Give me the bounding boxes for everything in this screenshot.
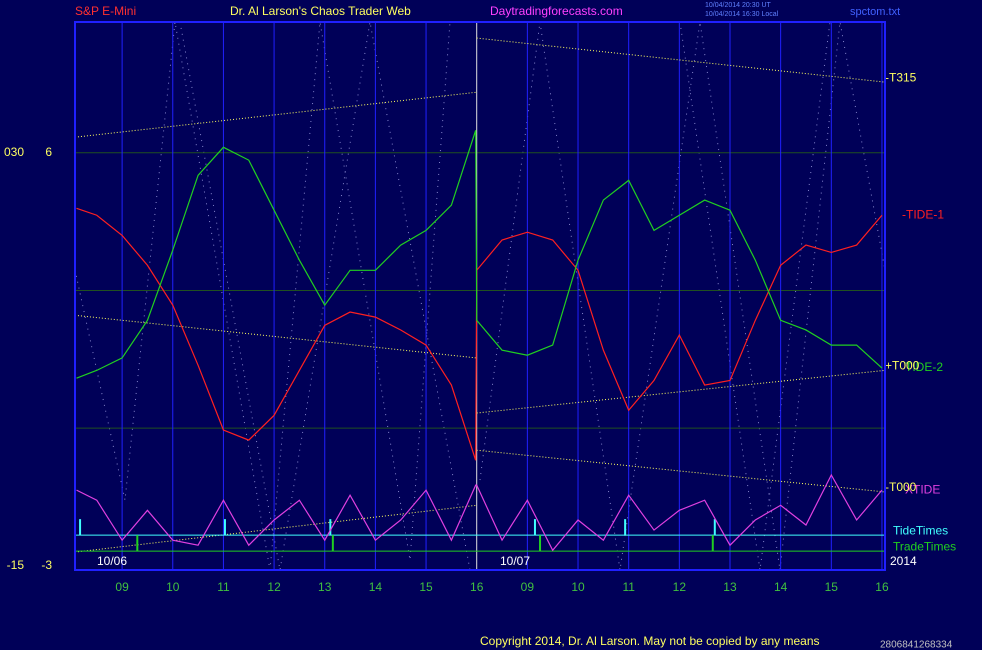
y-tick-label: -3 <box>41 558 52 572</box>
x-tick-label: 13 <box>723 580 737 594</box>
trend-label: -T315 <box>885 70 917 84</box>
trend-line <box>74 314 477 359</box>
x-tick-label: 15 <box>419 580 433 594</box>
series-label: XTIDE <box>905 482 940 496</box>
trend-line <box>476 37 886 83</box>
event-label: TideTimes <box>893 523 948 537</box>
serial: 2806841268334 <box>880 640 953 650</box>
series-line <box>76 130 883 379</box>
x-tick-label: 10 <box>166 580 180 594</box>
cycle-dots <box>74 21 451 571</box>
trend-line <box>74 91 477 138</box>
x-tick-label: 12 <box>673 580 687 594</box>
timestamp: 10/04/2014 16:30 Local <box>705 11 779 18</box>
x-tick-label: 11 <box>622 580 635 594</box>
x-tick-label: 09 <box>521 580 535 594</box>
date-label: 10/07 <box>500 554 530 568</box>
timestamp: 10/04/2014 20:30 UT <box>705 2 771 9</box>
event-label: TradeTimes <box>893 539 956 553</box>
trend-label: -T000 <box>885 480 917 494</box>
trend-line <box>476 369 886 414</box>
trend-label: +T000 <box>885 359 920 373</box>
x-tick-label: 13 <box>318 580 332 594</box>
x-tick-label: 14 <box>369 580 383 594</box>
x-tick-label: 16 <box>875 580 889 594</box>
trend-line <box>476 449 886 493</box>
date-label: 2014 <box>890 554 917 568</box>
plot-frame <box>74 21 886 571</box>
instrument: S&P E-Mini <box>75 4 136 18</box>
copyright: Copyright 2014, Dr. Al Larson. May not b… <box>480 634 820 648</box>
x-tick-label: 12 <box>267 580 281 594</box>
file-name: spctom.txt <box>850 6 900 18</box>
y2-tick-label: 030 <box>4 145 24 159</box>
y-tick-label: 6 <box>45 145 52 159</box>
chart-title: Dr. Al Larson's Chaos Trader Web <box>230 4 411 18</box>
x-tick-label: 10 <box>571 580 585 594</box>
x-tick-label: 11 <box>217 580 230 594</box>
date-label: 10/06 <box>97 554 127 568</box>
trend-line <box>74 504 477 553</box>
series-label: -TIDE-1 <box>902 207 944 221</box>
background-cycles <box>74 21 886 571</box>
website: Daytradingforecasts.com <box>490 4 623 18</box>
x-tick-label: 09 <box>115 580 129 594</box>
x-tick-label: 14 <box>774 580 788 594</box>
series-label: TIDE-2 <box>905 360 943 374</box>
series-line <box>76 473 883 552</box>
x-tick-label: 15 <box>825 580 839 594</box>
y2-tick-label: -15 <box>7 558 25 572</box>
series-line <box>76 207 883 461</box>
x-tick-label: 16 <box>470 580 484 594</box>
cycle-dots <box>679 21 831 571</box>
